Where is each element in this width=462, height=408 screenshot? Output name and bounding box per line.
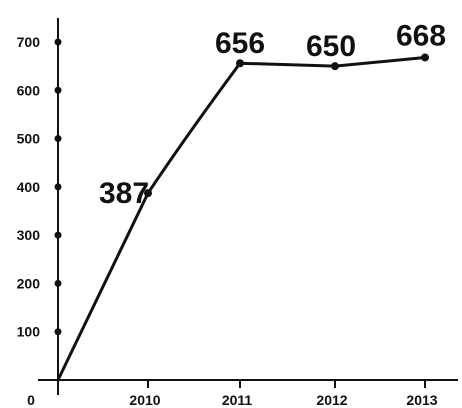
data-points <box>144 53 429 198</box>
y-tick-mark-500 <box>54 135 62 143</box>
y-tick-mark-400 <box>54 183 62 191</box>
y-tick-mark-700 <box>54 38 62 46</box>
y-tick-label-400: 400 <box>17 179 41 195</box>
data-label-2012: 650 <box>306 30 356 63</box>
y-tick-label-500: 500 <box>17 131 41 147</box>
data-label-2013: 668 <box>396 19 446 52</box>
y-tick-label-700: 700 <box>17 34 41 50</box>
data-point-2013 <box>421 53 429 62</box>
y-tick-mark-600 <box>54 86 62 94</box>
y-tick-label-100: 100 <box>17 324 41 340</box>
origin-label: 0 <box>27 392 35 408</box>
y-tick-mark-200 <box>54 279 62 287</box>
y-tick-label-300: 300 <box>17 227 41 243</box>
y-ticks: 100 200 300 400 500 600 700 <box>17 34 62 340</box>
series-line <box>56 55 426 381</box>
x-ticks: 2010 2011 2012 2013 <box>129 380 438 408</box>
data-point-2012 <box>331 62 339 71</box>
y-tick-label-600: 600 <box>17 82 41 98</box>
data-labels: 387 656 650 668 <box>99 19 446 210</box>
x-tick-label-2010: 2010 <box>129 392 160 408</box>
y-tick-mark-300 <box>54 231 62 239</box>
data-label-2011: 656 <box>215 27 265 60</box>
data-point-2010 <box>144 189 152 198</box>
y-tick-label-200: 200 <box>17 275 41 291</box>
data-label-2010: 387 <box>99 177 149 210</box>
x-tick-label-2012: 2012 <box>316 392 347 408</box>
data-point-2011 <box>236 59 244 68</box>
x-tick-label-2011: 2011 <box>222 392 253 408</box>
y-tick-mark-100 <box>54 328 62 336</box>
x-tick-label-2013: 2013 <box>406 392 437 408</box>
